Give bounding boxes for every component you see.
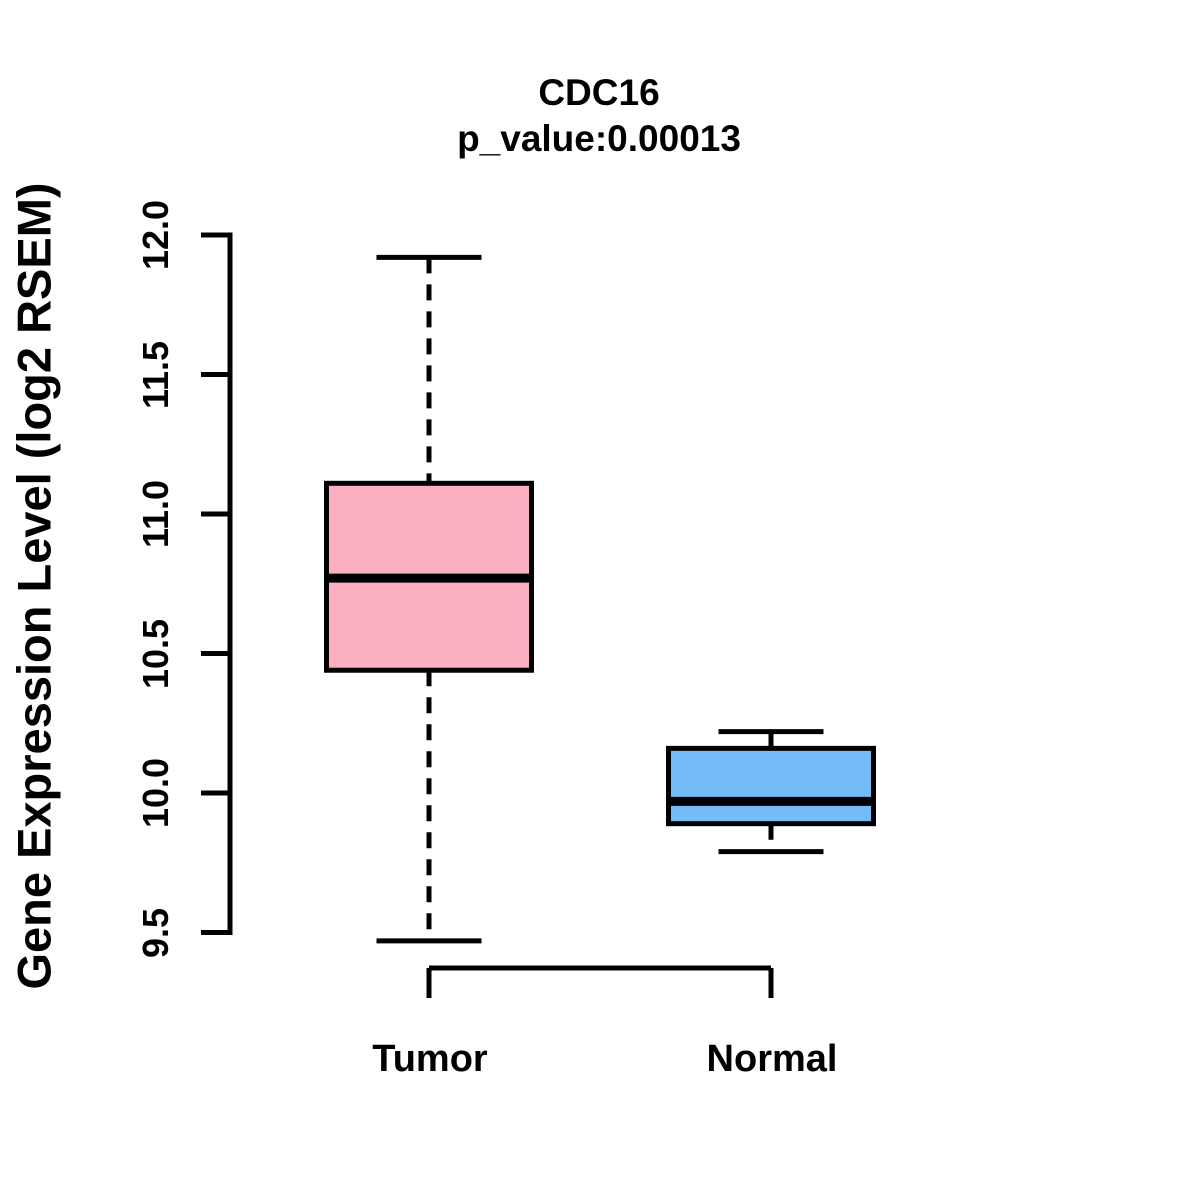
normal-iqr-box bbox=[666, 745, 876, 827]
y-tick-label: 12.0 bbox=[135, 199, 176, 271]
y-tick-label: 10.0 bbox=[135, 757, 176, 829]
x-category-label-tumor: Tumor bbox=[372, 1038, 488, 1080]
y-tick-label: 10.5 bbox=[135, 618, 176, 689]
y-tick-label: 11.5 bbox=[135, 340, 176, 409]
chart-title: CDC16 bbox=[538, 72, 660, 113]
y-tick-label: 11.0 bbox=[135, 479, 176, 549]
y-axis-label: Gene Expression Level (log2 RSEM) bbox=[7, 182, 61, 990]
y-tick-label: 9.5 bbox=[135, 907, 176, 958]
x-category-label-normal: Normal bbox=[706, 1038, 838, 1080]
chart-subtitle-pvalue: p_value:0.00013 bbox=[457, 118, 741, 159]
